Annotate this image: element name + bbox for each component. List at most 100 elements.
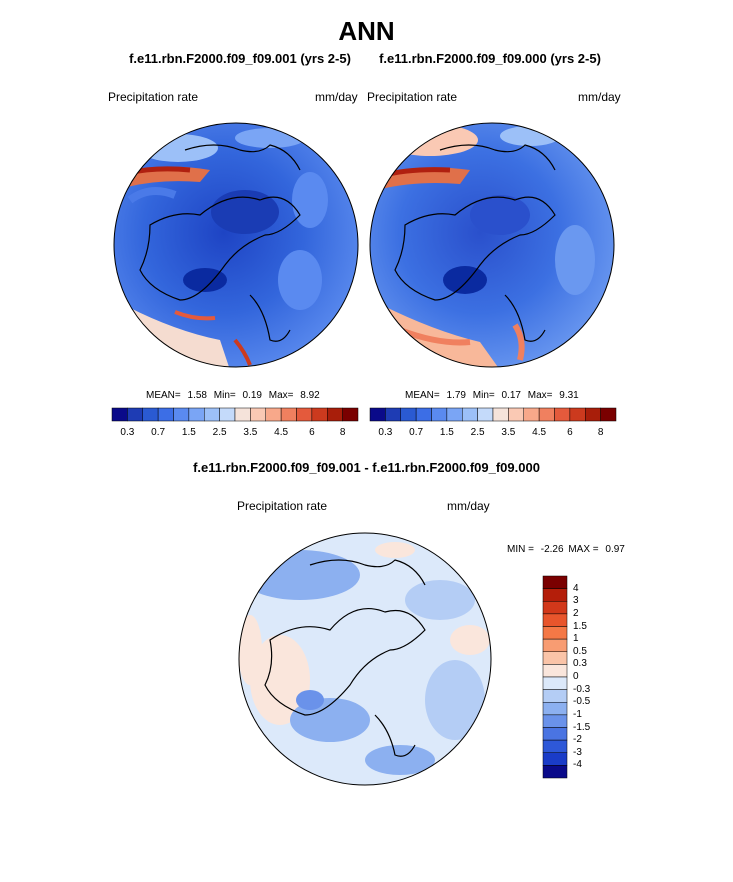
left-colorbar-tick-label: 0.3 [120,427,135,438]
left-colorbar-tick-label: 6 [309,427,315,438]
difference-colorbar-cell [542,601,568,615]
difference-colorbar-cell [542,638,568,652]
difference-colorbar-cell [542,613,568,627]
difference-colorbar-tick-label: -3 [573,746,582,758]
left-stats: MEAN= 1.58 Min= 0.19 Max= 8.92 [146,390,320,401]
difference-colorbar [542,575,568,779]
right-units-label: mm/day [578,90,621,104]
difference-variable-label: Precipitation rate [237,499,328,513]
left-colorbar-cell [265,407,282,422]
left-units-label: mm/day [315,90,358,104]
right-colorbar-cell [523,407,540,422]
right-min-label: Min= [472,390,495,401]
right-colorbar-cell [569,407,586,422]
difference-colorbar-cell [542,739,568,753]
left-min-value: 0.19 [242,390,262,401]
difference-title: f.e11.rbn.F2000.f09_f09.001 - f.e11.rbn.… [193,460,540,475]
right-colorbar-tick-label: 6 [567,427,573,438]
right-colorbar-tick-label: 0.3 [378,427,393,438]
right-colorbar-tick-label: 2.5 [470,427,485,438]
difference-colorbar-cell [542,765,568,779]
difference-colorbar-cell [542,752,568,766]
difference-colorbar-tick-label: -4 [573,759,582,771]
left-colorbar-tick-label: 2.5 [212,427,227,438]
left-colorbar-cell [296,407,313,422]
difference-stats: MIN = -2.26 MAX = 0.97 [507,544,625,555]
right-colorbar-cell [477,407,494,422]
left-colorbar-tick-label: 8 [339,427,346,438]
left-colorbar-tick-label: 4.5 [274,427,289,438]
left-variable-label: Precipitation rate [108,90,199,104]
right-mean-value: 1.79 [446,390,466,401]
left-colorbar-cell [311,407,328,422]
left-mean-label: MEAN= [146,390,181,401]
right-case-title: f.e11.rbn.F2000.f09_f09.000 (yrs 2-5) [379,51,601,66]
left-min-label: Min= [213,390,236,401]
right-colorbar-cell [446,407,463,422]
right-colorbar-cell [492,407,509,422]
left-colorbar-cell [327,407,343,422]
difference-colorbar-cell [542,588,568,602]
left-case-title: f.e11.rbn.F2000.f09_f09.001 (yrs 2-5) [129,51,351,66]
left-colorbar-cell [142,407,159,422]
left-colorbar-tick-label: 0.7 [151,427,166,438]
left-mean-value: 1.58 [187,390,207,401]
right-colorbar-cell [538,407,555,422]
difference-colorbar-tick-label: 2 [573,607,579,619]
right-colorbar-tick-label: 8 [597,427,604,438]
right-variable-label: Precipitation rate [367,90,458,104]
difference-min-label: MIN = [507,544,534,555]
left-max-label: Max= [268,390,294,401]
difference-max-value: 0.97 [605,544,625,555]
difference-colorbar-cell [542,651,568,665]
left-colorbar-cell [342,407,359,422]
left-colorbar-cell [234,407,251,422]
left-colorbar-tick-label: 1.5 [181,427,196,438]
left-colorbar-cell [127,407,143,422]
right-mean-label: MEAN= [405,390,440,401]
difference-colorbar-cell [542,664,568,678]
right-colorbar-cell [415,407,432,422]
left-colorbar-cell [111,407,128,422]
right-colorbar [369,407,617,422]
left-colorbar-cell [157,407,174,422]
left-colorbar-cell [250,407,266,422]
difference-colorbar-tick-label: -1.5 [573,721,591,733]
difference-colorbar-cell [542,676,568,690]
difference-colorbar-tick-label: -2 [573,734,582,746]
right-colorbar-tick-label: 0.7 [409,427,424,438]
right-colorbar-cell [508,407,524,422]
right-max-value: 9.31 [559,390,579,401]
right-min-value: 0.17 [501,390,521,401]
difference-colorbar-tick-label: -0.5 [573,696,591,708]
difference-colorbar-cell [542,575,568,589]
difference-colorbar-tick-label: 0.5 [573,645,587,657]
right-colorbar-tick-label: 4.5 [532,427,547,438]
left-max-value: 8.92 [300,390,320,401]
difference-colorbar-tick-label: -0.3 [573,683,591,695]
difference-colorbar-cell [542,689,568,703]
left-colorbar-cell [280,407,297,422]
right-max-label: Max= [527,390,553,401]
difference-colorbar-cell [542,727,568,741]
left-colorbar [111,407,359,422]
right-colorbar-cell [431,407,448,422]
right-colorbar-cell [462,407,478,422]
right-colorbar-cell [585,407,601,422]
right-colorbar-cell [385,407,401,422]
left-colorbar-cell [173,407,190,422]
right-colorbar-tick-label: 3.5 [501,427,516,438]
difference-colorbar-tick-label: 1 [573,633,579,645]
right-polar-map [370,123,614,367]
difference-colorbar-cell [542,714,568,728]
difference-units-label: mm/day [447,499,490,513]
left-colorbar-cell [204,407,220,422]
difference-colorbar-tick-label: 3 [573,595,579,607]
difference-colorbar-tick-label: 1.5 [573,620,587,632]
difference-polar-map [239,533,491,785]
left-polar-map [114,123,358,367]
difference-colorbar-cell [542,626,568,640]
left-colorbar-cell [188,407,205,422]
right-colorbar-cell [369,407,386,422]
difference-max-label: MAX = [568,544,599,555]
